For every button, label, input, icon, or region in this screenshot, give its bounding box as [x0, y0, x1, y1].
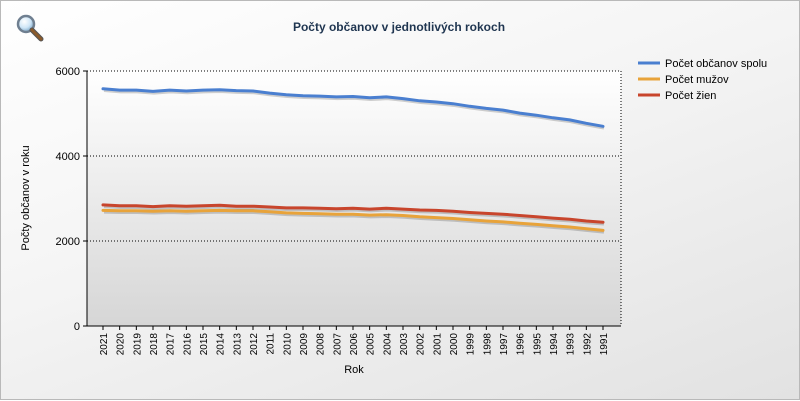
x-tick-label: 2015 — [199, 333, 210, 356]
x-tick-label: 1996 — [516, 333, 527, 356]
y-tick-label: 6000 — [56, 66, 80, 78]
x-tick-label: 1995 — [532, 333, 543, 356]
x-tick-label: 2001 — [432, 333, 443, 356]
x-tick-label: 2006 — [349, 333, 360, 356]
x-tick-label: 2007 — [332, 333, 343, 356]
series-line-2 — [101, 203, 605, 224]
x-tick-label: 2021 — [99, 333, 110, 356]
y-axis-ticks: 0 2000 4000 6000 — [56, 66, 87, 333]
x-tick-label: 2000 — [449, 333, 460, 356]
legend-label-0: Počet občanov spolu — [665, 58, 767, 70]
axes — [86, 71, 622, 327]
x-tick-label: 1998 — [482, 333, 493, 356]
x-tick-label: 2013 — [232, 333, 243, 356]
x-tick-label: 1992 — [582, 333, 593, 356]
y-tick-label: 4000 — [56, 151, 80, 163]
x-tick-label: 2005 — [366, 333, 377, 356]
x-tick-label: 2014 — [216, 333, 227, 356]
x-tick-label: 2020 — [116, 333, 127, 356]
x-tick-label: 1999 — [466, 333, 477, 356]
y-tick-label: 2000 — [56, 236, 80, 248]
x-tick-label: 2003 — [399, 333, 410, 356]
x-tick-label: 2016 — [182, 333, 193, 356]
x-tick-label: 1997 — [499, 333, 510, 356]
series-line-1 — [101, 208, 605, 232]
x-tick-label: 2009 — [299, 333, 310, 356]
x-tick-label: 1993 — [566, 333, 577, 356]
x-tick-label: 2010 — [282, 333, 293, 356]
series-lines — [101, 87, 605, 234]
y-tick-label: 0 — [74, 321, 80, 333]
magnifier-icon[interactable] — [16, 14, 44, 42]
series-line-0 — [101, 87, 605, 128]
legend-label-1: Počet mužov — [665, 74, 729, 86]
x-tick-label: 2012 — [249, 333, 260, 356]
x-tick-label: 2018 — [149, 333, 160, 356]
chart-title: Počty občanov v jednotlivých rokoch — [293, 20, 505, 34]
x-tick-label: 2019 — [132, 333, 143, 356]
legend: Počet občanov spolu Počet mužov Počet žien — [638, 58, 767, 102]
x-tick-label: 2008 — [316, 333, 327, 356]
y-axis-label: Počty občanov v roku — [20, 145, 32, 250]
x-axis-label: Rok — [344, 364, 364, 376]
plot-area — [87, 71, 621, 326]
x-tick-label: 1991 — [599, 333, 610, 356]
x-tick-label: 1994 — [549, 333, 560, 356]
legend-label-2: Počet žien — [665, 90, 716, 102]
x-tick-label: 2011 — [266, 333, 277, 355]
x-axis-ticks: 2021 2020 2019 2018 2017 2016 2015 2014 2013 2012… — [99, 326, 610, 355]
x-tick-label: 2004 — [382, 333, 393, 356]
gridlines — [87, 70, 621, 242]
x-tick-label: 2017 — [166, 333, 177, 356]
x-tick-label: 2002 — [416, 333, 427, 356]
